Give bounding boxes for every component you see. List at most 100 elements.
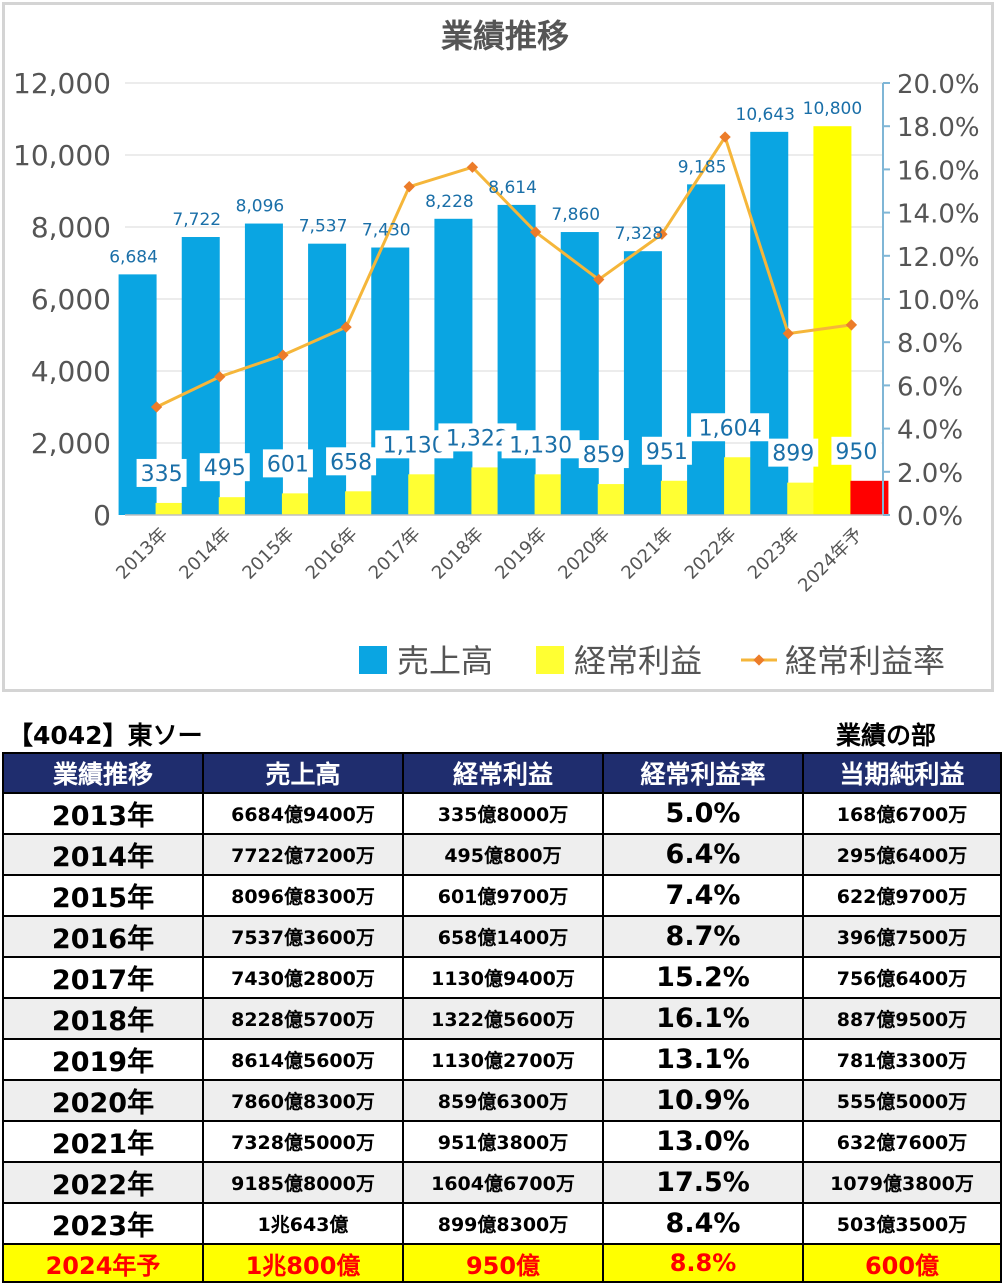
period-cell: 2019年	[2, 1038, 204, 1081]
header-net-income: 当期純利益	[802, 752, 1002, 794]
y-tick-label: 0	[93, 499, 111, 532]
y-tick-label: 8,000	[31, 211, 111, 244]
rate-point	[150, 401, 163, 413]
net-income-cell: 622億9700万	[802, 874, 1002, 917]
table-row: 2019年 8614億5600万 1130億2700万 13.1% 781億3300万	[2, 1038, 1002, 1081]
period-cell: 2022年	[2, 1161, 204, 1204]
net-income-cell: 168億6700万	[802, 792, 1002, 835]
y-tick-label: 4,000	[31, 355, 111, 388]
profit-rate-cell: 6.4%	[602, 833, 804, 876]
profit-rate-cell: 13.1%	[602, 1038, 804, 1081]
sales-cell: 8614億5600万	[202, 1038, 404, 1081]
table-row: 2013年 6684億9400万 335億8000万 5.0% 168億6700万	[2, 792, 1002, 835]
profit-data-label: 658	[330, 450, 372, 475]
x-tick-label: 2023年	[744, 524, 804, 584]
y2-tick-label: 12.0%	[897, 243, 980, 273]
table-row: 2018年 8228億5700万 1322億5600万 16.1% 887億9500万	[2, 997, 1002, 1040]
profit-data-label: 601	[267, 452, 309, 477]
net-income-cell: 781億3300万	[802, 1038, 1002, 1081]
profit-rate-cell: 8.7%	[602, 915, 804, 958]
sales-cell: 6684億9400万	[202, 792, 404, 835]
profit-data-label: 1,130	[383, 433, 446, 458]
profit-label-box	[501, 430, 580, 459]
rate-point	[277, 349, 289, 361]
chart-title: 業績推移	[441, 17, 569, 55]
y2-tick-label: 4.0%	[897, 416, 963, 446]
performance-table: 業績推移 売上高 経常利益 経常利益率 当期純利益 2013年 6684億9400…	[2, 752, 1002, 1283]
profit-label-box	[768, 438, 819, 467]
header-sales: 売上高	[202, 752, 404, 794]
net-income-cell: 503億3500万	[802, 1202, 1002, 1245]
y2-tick-label: 20.0%	[897, 70, 980, 100]
legend-profit-label: 経常利益	[574, 642, 702, 680]
profit-rate-cell: 7.4%	[602, 874, 804, 917]
ordinary-profit-cell: 658億1400万	[402, 915, 604, 958]
sales-cell: 1兆800億	[202, 1243, 404, 1283]
y2-tick-label: 14.0%	[897, 200, 980, 230]
y-tick-label: 2,000	[31, 427, 111, 460]
profit-data-label: 859	[583, 443, 625, 468]
sales-data-label: 7,722	[172, 210, 221, 230]
ordinary-profit-cell: 950億	[402, 1243, 604, 1283]
section-label: 業績の部	[836, 721, 937, 750]
sales-cell: 7430億2800万	[202, 956, 404, 999]
profit-label-box	[578, 440, 629, 469]
table-row: 2020年 7860億8300万 859億6300万 10.9% 555億5000万	[2, 1079, 1002, 1122]
x-tick-label: 2017年	[365, 524, 425, 584]
table-row: 2015年 8096億8300万 601億9700万 7.4% 622億9700万	[2, 874, 1002, 917]
profit-rate-cell: 17.5%	[602, 1161, 804, 1204]
x-tick-label: 2024年予	[794, 524, 867, 597]
profit-data-label: 1,604	[699, 416, 762, 441]
y-tick-label: 6,000	[31, 283, 111, 316]
sales-bar	[371, 247, 410, 515]
legend-rate-label: 経常利益率	[785, 642, 945, 680]
rate-point	[214, 371, 226, 383]
ordinary-profit-cell: 601億9700万	[402, 874, 604, 917]
ordinary-profit-cell: 899億8300万	[402, 1202, 604, 1245]
table-row: 2017年 7430億2800万 1130億9400万 15.2% 756億6400万	[2, 956, 1002, 999]
ordinary-profit-cell: 1604億6700万	[402, 1161, 604, 1204]
sales-bar	[434, 218, 473, 516]
sales-cell: 7722億7200万	[202, 833, 404, 876]
table-header-row: 業績推移 売上高 経常利益 経常利益率 当期純利益	[2, 752, 1002, 794]
net-income-cell: 600億	[802, 1243, 1002, 1283]
company-title: 【4042】東ソー	[8, 721, 203, 750]
profit-data-label: 899	[772, 442, 814, 467]
sales-data-label: 8,614	[488, 178, 537, 198]
period-cell: 2014年	[2, 833, 204, 876]
rate-point	[593, 273, 605, 286]
rate-point	[656, 228, 668, 240]
sales-cell: 1兆643億	[202, 1202, 404, 1245]
profit-label-box	[831, 436, 882, 465]
ordinary-profit-cell: 951億3800万	[402, 1120, 604, 1163]
profit-data-label: 1,130	[509, 433, 572, 458]
chart-frame: 業績推移 6,684 335 7,722 495 8,096 601 7,537 658 7,4…	[2, 2, 994, 692]
profit-label-box	[136, 458, 187, 487]
x-tick-label: 2015年	[238, 524, 298, 584]
period-cell: 2021年	[2, 1120, 204, 1163]
y-tick-label: 10,000	[13, 139, 111, 172]
ordinary-profit-cell: 1130億9400万	[402, 956, 604, 999]
ordinary-profit-cell: 495億800万	[402, 833, 604, 876]
x-tick-label: 2018年	[428, 524, 488, 584]
period-cell: 2023年	[2, 1202, 204, 1245]
legend-sales-swatch	[359, 646, 387, 674]
period-cell: 2024年予	[2, 1243, 204, 1283]
sales-data-label: 10,800	[803, 99, 862, 119]
sales-data-label: 7,430	[362, 221, 411, 241]
y2-tick-label: 10.0%	[897, 286, 980, 316]
period-cell: 2015年	[2, 874, 204, 917]
y2-tick-label: 16.0%	[897, 156, 980, 186]
net-income-cell: 396億7500万	[802, 915, 1002, 958]
profit-rate-cell: 8.4%	[602, 1202, 804, 1245]
sales-data-label: 7,860	[551, 205, 600, 225]
header-profit-rate: 経常利益率	[602, 752, 804, 794]
sales-data-label: 8,096	[236, 197, 285, 217]
sales-cell: 7860億8300万	[202, 1079, 404, 1122]
table-row: 2023年 1兆643億 899億8300万 8.4% 503億3500万	[2, 1202, 1002, 1245]
x-tick-label: 2022年	[681, 524, 741, 584]
sales-data-label: 6,684	[109, 247, 158, 267]
profit-rate-cell: 15.2%	[602, 956, 804, 999]
legend-rate-marker	[753, 654, 765, 666]
x-tick-label: 2014年	[175, 524, 235, 584]
